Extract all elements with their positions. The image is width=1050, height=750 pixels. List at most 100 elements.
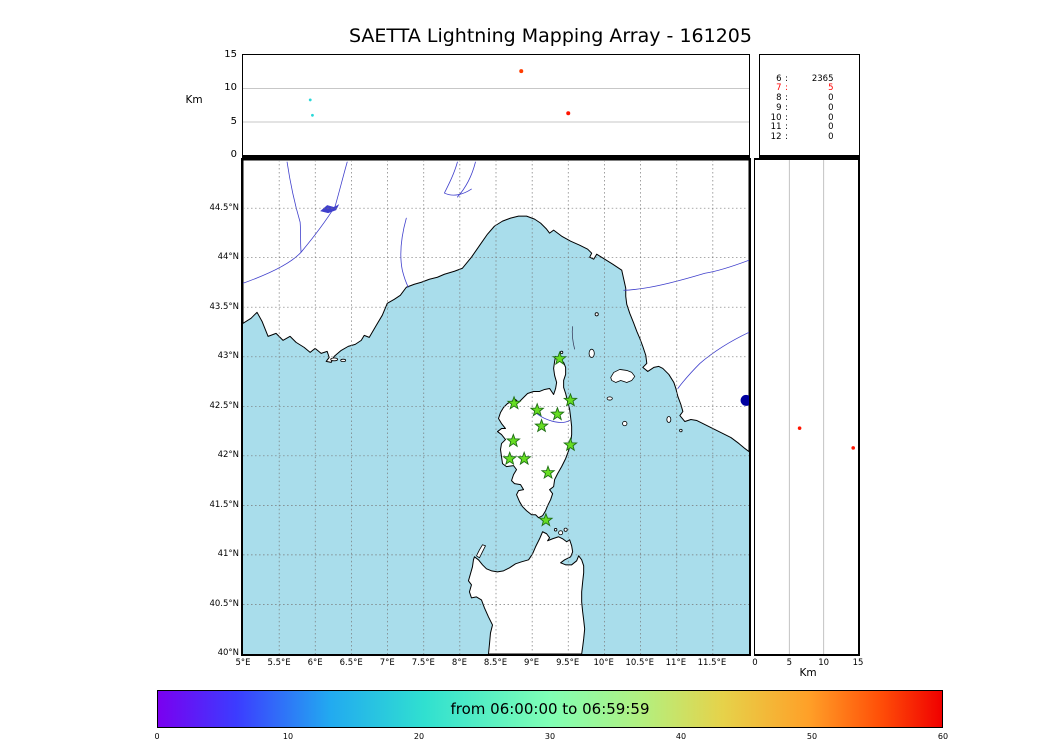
station-count-colon: : xyxy=(785,83,788,94)
maddalena-island-1 xyxy=(557,529,563,535)
giannutri-island xyxy=(678,428,683,432)
station-count-row: 11: 0 xyxy=(760,123,859,133)
colorbar-label: from 06:00:00 to 06:59:59 xyxy=(450,700,650,718)
lma-station-star xyxy=(562,436,578,451)
station-count-value: 0 xyxy=(828,102,834,113)
vhf-source-point xyxy=(518,68,523,73)
longitude-tick-label: 5°E xyxy=(235,658,251,668)
latitude-tick-label: 41°N xyxy=(217,549,239,560)
river-var xyxy=(400,217,409,288)
station-count-key: 7 xyxy=(776,83,782,94)
lma-station-star xyxy=(562,392,578,407)
altitude-axis-label-left: Km xyxy=(185,94,203,106)
river-arno xyxy=(622,259,749,291)
station-count-colon: : xyxy=(785,122,788,133)
longitude-tick-label: 11°E xyxy=(665,658,687,668)
map-gridlines xyxy=(242,159,749,654)
mainland-coast xyxy=(242,159,749,452)
latitude-tick-label: 42.5°N xyxy=(209,400,239,411)
port-cros-island xyxy=(339,358,346,362)
colorbar-tick-label: 30 xyxy=(544,732,556,741)
altitude-latitude-plot xyxy=(788,159,855,654)
maddalena-island-3 xyxy=(553,527,557,531)
station-count-row: 6: 2365 xyxy=(760,73,859,85)
altitude-tick-label: 0 xyxy=(752,658,758,668)
lma-station-star xyxy=(505,432,521,447)
station-count-key: 9 xyxy=(776,102,782,113)
colorbar-tick-label: 40 xyxy=(675,732,687,741)
altitude-tick-label: 0 xyxy=(230,149,237,160)
longitude-tick-label: 10°E xyxy=(593,658,614,668)
latitude-tick-label: 44.5°N xyxy=(209,203,239,214)
lma-station-star xyxy=(551,350,567,365)
vhf-source-point xyxy=(565,110,570,115)
pianosa-island xyxy=(606,395,613,400)
longitude-tick-label: 9°E xyxy=(524,658,540,668)
lma-station-star xyxy=(537,511,553,527)
latitude-tick-label: 40.5°N xyxy=(209,598,239,609)
vhf-source-point xyxy=(310,113,314,117)
station-count-colon: : xyxy=(785,112,788,123)
river-durance xyxy=(242,205,336,284)
vhf-source-point xyxy=(797,425,802,430)
river-upper-durance xyxy=(334,161,348,206)
lma-station-star xyxy=(533,417,549,432)
station-count-row: 9: 0 xyxy=(760,102,859,114)
altitude-latitude-panel xyxy=(753,157,860,656)
altitude-longitude-plot xyxy=(242,68,749,122)
station-count-value: 0 xyxy=(828,122,834,133)
altitude-tick-label: 10 xyxy=(224,82,237,94)
river-po-tributaries xyxy=(443,161,476,197)
lightning-source-dot xyxy=(740,394,749,406)
station-count-key: 6 xyxy=(776,73,782,84)
longitude-tick-label: 8°E xyxy=(451,658,467,668)
latitude-tick-label: 40°N xyxy=(217,648,239,658)
colorbar-tick-label: 0 xyxy=(154,732,160,741)
map-markers xyxy=(501,350,749,527)
asinara-island xyxy=(475,543,486,558)
station-count-panel: 6: 2365 7: 5 8: 0 9: 0 10: 0 11: 0 12: 0 xyxy=(758,53,860,158)
longitude-tick-label: 9.5°E xyxy=(556,658,580,668)
station-count-row: 10: 0 xyxy=(760,112,859,124)
lma-station-star xyxy=(529,402,545,417)
latitude-tick-label: 41.5°N xyxy=(209,499,239,510)
station-count-colon: : xyxy=(785,73,788,84)
colorbar-tick-label: 20 xyxy=(413,732,425,741)
longitude-tick-label: 10.5°E xyxy=(625,658,655,668)
longitude-tick-label: 8.5°E xyxy=(483,658,508,668)
lma-station-star xyxy=(549,405,565,421)
altitude-tick-label: 15 xyxy=(224,49,237,60)
station-count-key: 8 xyxy=(776,93,782,104)
station-count-row: 7: 5 xyxy=(760,83,859,94)
latitude-tick-label: 44°N xyxy=(217,252,239,263)
station-count-value: 2365 xyxy=(811,73,834,84)
maritime-boundary-mark xyxy=(571,325,575,349)
river-golo xyxy=(534,411,570,423)
giraglia-island xyxy=(559,350,563,354)
vhf-source-point xyxy=(308,98,312,101)
sardinia-coast xyxy=(467,530,585,654)
station-count-row: 12: 0 xyxy=(760,132,859,143)
river-ombrone xyxy=(676,331,749,389)
latitude-tick-label: 43.5°N xyxy=(209,301,239,312)
altitude-axis-label-bottom: Km xyxy=(799,667,817,679)
montecristo-island xyxy=(621,420,627,426)
time-colorbar: from 06:00:00 to 06:59:59 xyxy=(157,690,943,728)
latitude-tick-label: 43°N xyxy=(217,351,239,362)
giglio-island xyxy=(665,415,671,423)
station-count-value: 0 xyxy=(828,93,834,104)
station-count-row: 8: 0 xyxy=(760,93,859,104)
station-count-value: 0 xyxy=(828,132,834,143)
figure-title: SAETTA Lightning Mapping Array - 161205 xyxy=(349,25,752,47)
colorbar-tick-label: 50 xyxy=(806,732,818,741)
station-count-key: 10 xyxy=(770,112,782,123)
station-count-value: 0 xyxy=(828,112,834,123)
gorgona-island xyxy=(594,311,599,316)
lma-station-star xyxy=(506,394,521,410)
altitude-tick-label: 5 xyxy=(230,115,237,127)
longitude-tick-label: 5.5°E xyxy=(267,658,291,668)
colorbar-tick-label: 60 xyxy=(937,732,949,741)
corsica-coast xyxy=(496,355,572,518)
station-count-value: 5 xyxy=(828,83,834,94)
